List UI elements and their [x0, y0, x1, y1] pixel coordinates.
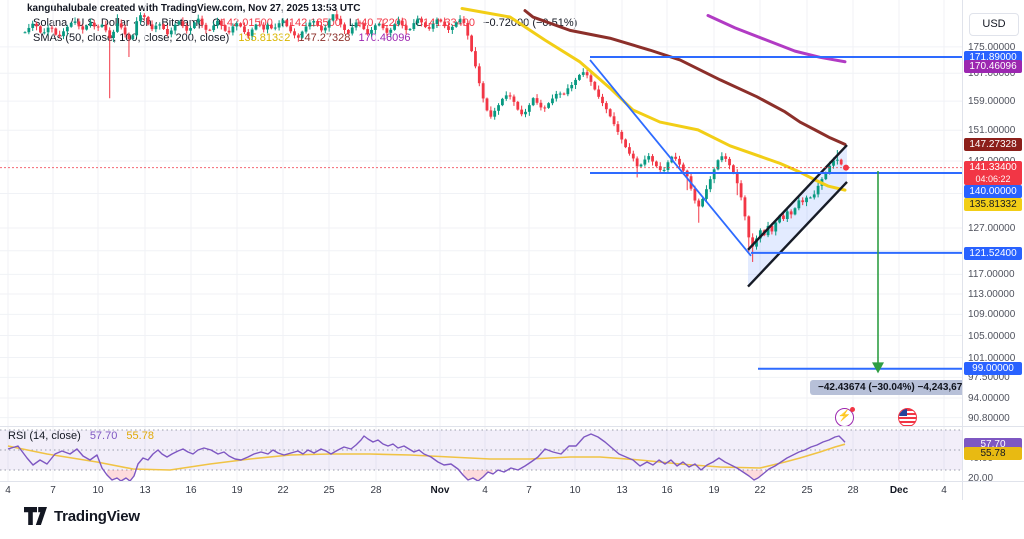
- us-economic-event-icon[interactable]: [898, 408, 917, 427]
- pane-separator[interactable]: [0, 426, 1024, 427]
- time-tick-19: 19: [231, 485, 243, 496]
- price-tick: 94.00000: [968, 393, 1010, 404]
- ohlc-close-label: C: [415, 17, 424, 29]
- ohlc-low-label: L: [348, 17, 356, 29]
- rsi-pane-canvas[interactable]: [0, 427, 962, 481]
- price-label-140.00000: 140.00000: [964, 184, 1022, 198]
- time-tick-4: 4: [941, 485, 947, 496]
- time-tick-19: 19: [708, 485, 720, 496]
- time-tick-Dec: Dec: [889, 485, 909, 496]
- time-tick-10: 10: [92, 485, 104, 496]
- bar-countdown: 04:06:22: [975, 174, 1011, 184]
- ohlc-open-value: 142.01500: [220, 17, 273, 29]
- price-label-170.46096: 170.46096: [964, 60, 1022, 73]
- axis-separator: [0, 481, 1024, 482]
- price-tick: 113.00000: [968, 289, 1015, 300]
- price-tick: 20.00: [968, 473, 994, 484]
- price-tick: 127.00000: [968, 223, 1016, 234]
- rsi-legend[interactable]: RSI (14, close) 57.70 55.78: [8, 430, 154, 442]
- time-tick-4: 4: [5, 485, 11, 496]
- time-tick-22: 22: [754, 485, 766, 496]
- tradingview-logo-mark: [24, 507, 47, 525]
- chart-legend[interactable]: Solana / U.S. Dollar · 6h · Bitstamp O14…: [33, 16, 577, 46]
- events-icon[interactable]: ⚡: [835, 407, 855, 427]
- tradingview-logo[interactable]: TradingView: [24, 507, 140, 525]
- ohlc-high-label: H: [280, 17, 289, 29]
- legend-sma-row[interactable]: SMAs (50, close, 100, close, 200, close)…: [33, 31, 577, 46]
- rsi-value: 57.70: [89, 430, 118, 442]
- time-tick-10: 10: [569, 485, 581, 496]
- time-tick-25: 25: [801, 485, 813, 496]
- time-tick-4: 4: [482, 485, 488, 496]
- tradingview-wordmark: TradingView: [54, 507, 140, 525]
- time-tick-28: 28: [847, 485, 859, 496]
- price-tick: 167.00000: [968, 68, 1016, 80]
- measure-tool-label[interactable]: −42.43674 (−30.04%) −4,243,674: [810, 380, 976, 395]
- rsi-title: RSI (14, close): [8, 430, 81, 442]
- price-label-147.27328: 147.27328: [964, 137, 1022, 151]
- notification-dot: [850, 407, 855, 412]
- flag-canton: [899, 409, 907, 416]
- price-label-99.00000: 99.00000: [964, 362, 1022, 375]
- price-tick: 117.00000: [968, 269, 1015, 281]
- time-tick-13: 13: [616, 485, 628, 496]
- time-tick-7: 7: [50, 485, 56, 496]
- price-label-121.52400: 121.52400: [964, 246, 1022, 260]
- time-tick-22: 22: [277, 485, 289, 496]
- ohlc-high-value: 142.18500: [288, 17, 341, 29]
- price-tick: 159.00000: [968, 96, 1016, 108]
- change-value: −0.72000 (−0.51%): [483, 17, 578, 29]
- sma50-value: 135.81332: [238, 32, 291, 44]
- time-tick-28: 28: [370, 485, 382, 496]
- price-label-141.33400: 141.33400 04:06:22: [964, 161, 1022, 185]
- price-tick: 109.00000: [968, 309, 1016, 321]
- time-tick-Nov: Nov: [430, 485, 450, 496]
- ohlc-low-value: 140.72200: [355, 17, 408, 29]
- price-label-55.78: 55.78: [964, 447, 1022, 460]
- time-tick-7: 7: [526, 485, 532, 496]
- sma100-value: 147.27328: [298, 32, 351, 44]
- symbol-title: Solana / U.S. Dollar · 6h · Bitstamp: [33, 17, 205, 29]
- price-tick: 105.00000: [968, 330, 1016, 342]
- ohlc-close-value: 141.33400: [423, 17, 476, 29]
- price-tick: 175.00000: [968, 41, 1016, 53]
- price-tick: 97.50000: [968, 372, 1010, 384]
- price-tick: 101.00000: [968, 352, 1016, 364]
- time-tick-25: 25: [323, 485, 335, 496]
- time-axis[interactable]: 4 7 10 13 16 19 22 25 28 Nov 4 7 10 13 16 19 22 25 28 Dec 4: [0, 481, 962, 501]
- main-chart-canvas[interactable]: [0, 0, 962, 426]
- time-tick-16: 16: [661, 485, 673, 496]
- rsi-ma-value: 55.78: [126, 430, 154, 442]
- attribution-text: kanguhalubale created with TradingView.c…: [27, 3, 361, 14]
- legend-symbol-row[interactable]: Solana / U.S. Dollar · 6h · Bitstamp O14…: [33, 16, 577, 31]
- price-tick: 151.00000: [968, 125, 1016, 137]
- sma200-value: 170.46096: [358, 32, 411, 44]
- time-tick-13: 13: [139, 485, 151, 496]
- footer: TradingView: [0, 501, 1024, 539]
- sma-label: SMAs (50, close, 100, close, 200, close): [33, 32, 230, 44]
- price-tick: 90.80000: [968, 412, 1010, 424]
- price-label-135.81332: 135.81332: [964, 197, 1022, 211]
- ohlc-open-label: O: [212, 17, 221, 29]
- currency-toggle-button[interactable]: USD: [969, 13, 1019, 36]
- price-scale[interactable]: USD 175.00000 167.00000 159.00000 151.00000…: [962, 0, 1024, 500]
- time-tick-16: 16: [185, 485, 197, 496]
